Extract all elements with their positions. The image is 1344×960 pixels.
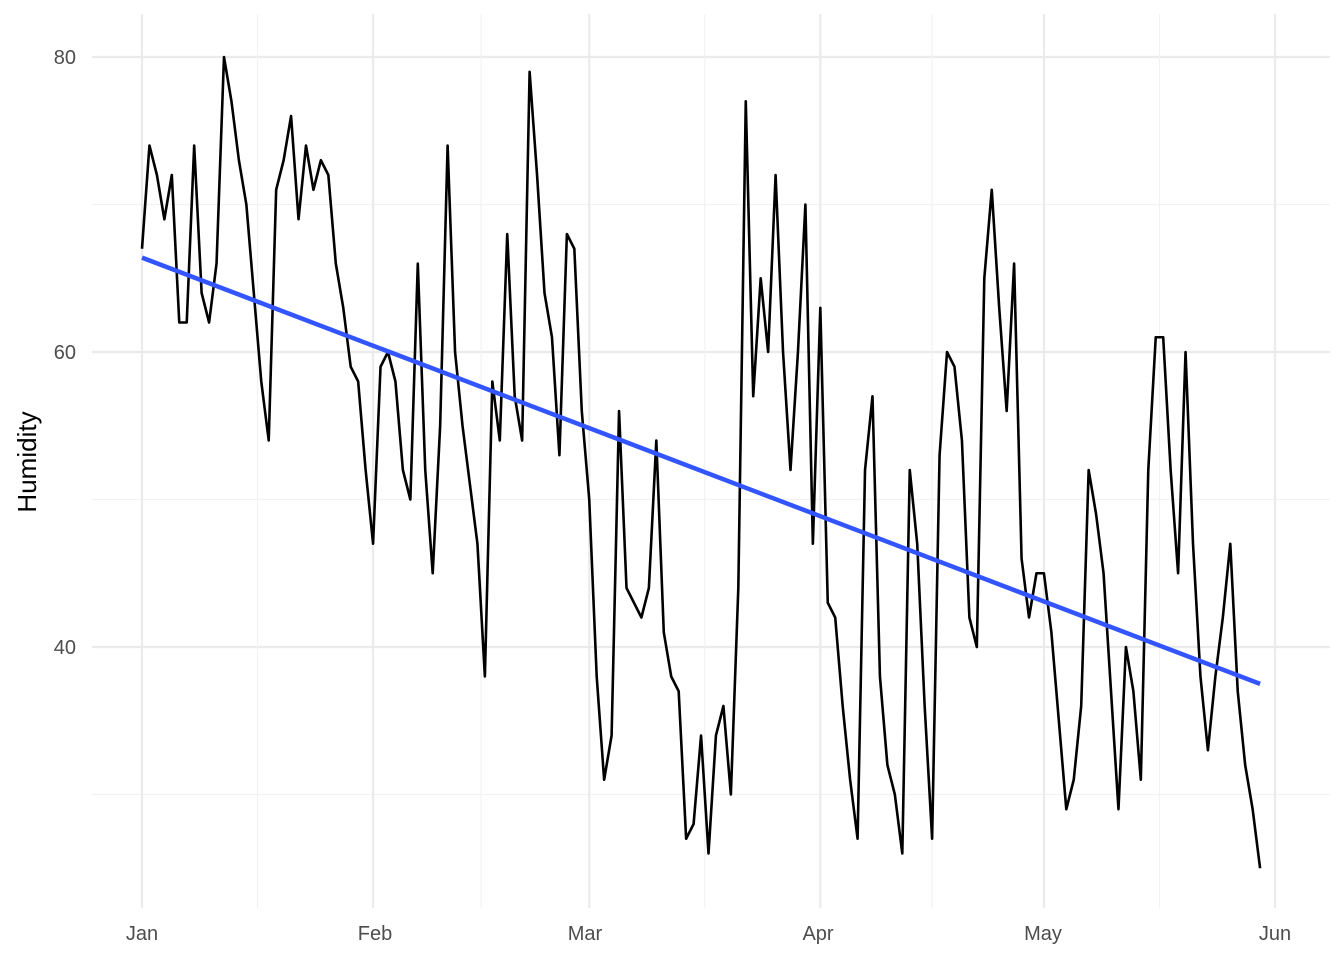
- y-tick-label: 80: [54, 47, 76, 69]
- grid: [92, 14, 1330, 908]
- y-tick-label: 60: [54, 342, 76, 364]
- x-axis: Jan Feb Mar Apr May Jun: [126, 923, 1291, 945]
- plot-area: [140, 55, 1262, 869]
- x-tick-label: Feb: [358, 923, 392, 945]
- y-axis-title: Humidity: [12, 411, 42, 512]
- x-tick-label: May: [1024, 923, 1062, 945]
- trend-line: [141, 255, 1261, 686]
- x-tick-label: Jan: [126, 923, 158, 945]
- y-tick-label: 40: [54, 637, 76, 659]
- humidity-series-line: [140, 55, 1262, 869]
- x-tick-label: Jun: [1259, 923, 1291, 945]
- x-tick-label: Apr: [802, 923, 833, 945]
- x-tick-label: Mar: [568, 923, 603, 945]
- y-axis: 40 60 80: [54, 47, 76, 659]
